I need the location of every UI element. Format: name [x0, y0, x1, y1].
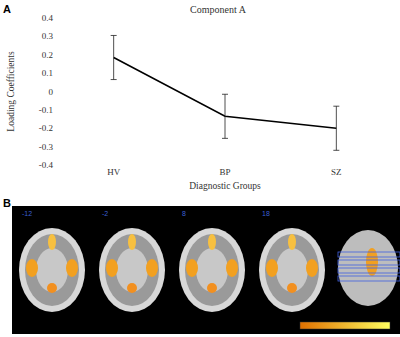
- activation: [287, 283, 297, 293]
- white-matter: [196, 248, 228, 292]
- slice-label: 8: [182, 210, 186, 217]
- activation: [26, 259, 38, 277]
- brain-tissue: [265, 234, 319, 306]
- brain-slice: [179, 228, 245, 312]
- error-bar-cap: [222, 94, 228, 95]
- activation: [288, 234, 296, 250]
- activation: [207, 283, 217, 293]
- brain-slice: [99, 228, 165, 312]
- brain-outline: [179, 228, 245, 312]
- figure: A Component A -0.4 -0.3 -0.2 -0.1 0 0.1 0.2 0.3 0.…: [0, 0, 400, 337]
- error-bar-cap: [222, 138, 228, 139]
- y-tick: [55, 36, 58, 37]
- y-tick: [55, 91, 58, 92]
- activation: [266, 259, 278, 277]
- error-bar-stem: [336, 106, 337, 150]
- activation: [146, 259, 158, 277]
- y-tick-label: 0.2: [42, 50, 53, 60]
- y-tick: [55, 128, 58, 129]
- y-tick-label: 0.4: [42, 13, 54, 23]
- error-bar: [222, 94, 228, 138]
- y-tick: [55, 146, 58, 147]
- slice-indicator: [338, 252, 400, 257]
- error-bar: [333, 106, 339, 150]
- slice-label: -2: [102, 210, 108, 217]
- slice-indicator: [338, 276, 400, 281]
- x-tick-label: HV: [107, 167, 120, 177]
- error-bar-stem: [113, 35, 114, 79]
- slice-label: 18: [262, 210, 270, 217]
- y-tick-label: -0.3: [39, 142, 54, 152]
- activation: [186, 259, 198, 277]
- y-tick-label: -0.1: [39, 105, 53, 115]
- brain-tissue: [25, 234, 79, 306]
- activation: [48, 234, 56, 250]
- canvas: A Component A -0.4 -0.3 -0.2 -0.1 0 0.1 0.2 0.3 0.…: [0, 0, 400, 337]
- y-tick: [55, 165, 58, 166]
- activation: [66, 259, 78, 277]
- activation: [306, 259, 318, 277]
- error-bar-cap: [333, 106, 339, 107]
- slice-label: -12: [22, 210, 32, 217]
- y-axis-label: Loading Coefficients: [6, 51, 16, 132]
- activation: [106, 259, 118, 277]
- white-matter: [36, 248, 68, 292]
- y-tick-label: -0.2: [39, 123, 53, 133]
- plot-area: [111, 35, 340, 150]
- activation: [226, 259, 238, 277]
- error-bar: [111, 35, 117, 79]
- white-matter: [276, 248, 308, 292]
- brain-slice: [19, 228, 85, 312]
- brain-outline: [259, 228, 325, 312]
- chart-title: Component A: [190, 4, 247, 15]
- y-tick: [55, 73, 58, 74]
- error-bar-cap: [111, 79, 117, 80]
- error-bar-cap: [111, 35, 117, 36]
- panel-label: B: [3, 197, 11, 209]
- activation: [127, 283, 137, 293]
- y-tick-label: 0.3: [42, 31, 54, 41]
- brain-slice: [259, 228, 325, 312]
- brain-background: [12, 206, 400, 334]
- brain-tissue: [185, 234, 239, 306]
- x-tick-label: BP: [219, 167, 230, 177]
- y-tick-label: -0.4: [39, 160, 54, 170]
- slice-indicator: [338, 260, 400, 265]
- brain-tissue: [105, 234, 159, 306]
- brain-outline: [19, 228, 85, 312]
- brain-outline: [99, 228, 165, 312]
- activation: [128, 234, 136, 250]
- white-matter: [116, 248, 148, 292]
- activation: [47, 283, 57, 293]
- y-tick: [55, 54, 58, 55]
- slice-indicator: [338, 268, 400, 273]
- activation: [208, 234, 216, 250]
- y-tick: [55, 109, 58, 110]
- sagittal-view: [338, 230, 400, 306]
- panel-label: A: [3, 3, 11, 15]
- x-tick-label: SZ: [331, 167, 342, 177]
- y-tick: [55, 18, 58, 19]
- error-bar-cap: [333, 150, 339, 151]
- error-bar-stem: [225, 94, 226, 138]
- y-tick-label: 0.1: [42, 68, 53, 78]
- x-axis-label: Diagnostic Groups: [189, 181, 261, 191]
- color-bar: [300, 322, 390, 329]
- y-tick-label: 0: [49, 87, 54, 97]
